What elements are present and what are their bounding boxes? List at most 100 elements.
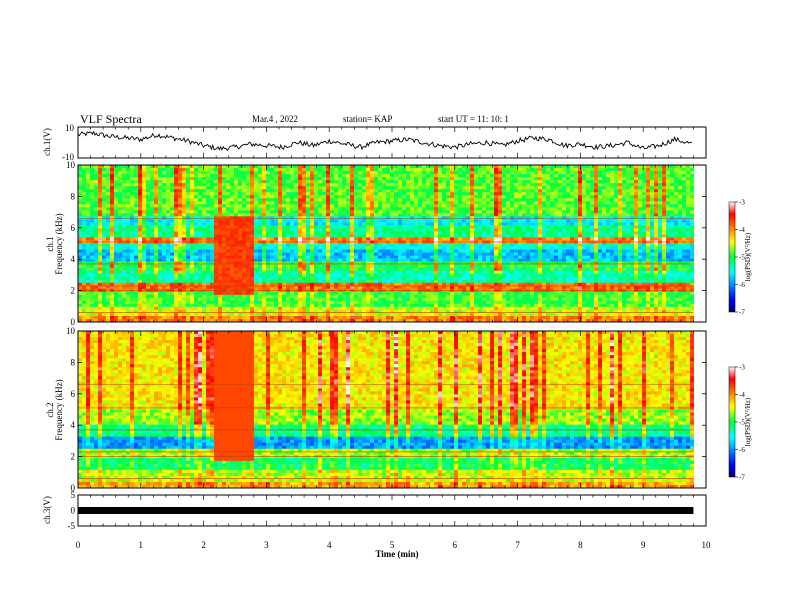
spectrogram-cell	[158, 189, 162, 192]
spectrogram-cell	[498, 177, 502, 180]
spectrogram-cell	[606, 174, 610, 177]
spectrogram-cell	[458, 192, 462, 195]
spectrogram-cell	[350, 165, 354, 168]
spectrogram-cell	[166, 171, 170, 174]
spectrogram-cell	[690, 177, 694, 180]
spectrogram-cell	[98, 171, 102, 174]
spectrogram-cell	[522, 168, 526, 171]
spectrogram-cell	[338, 186, 342, 189]
spectrogram-cell	[290, 171, 294, 174]
spectrogram-cell	[570, 168, 574, 171]
spectrogram-cell	[146, 168, 150, 171]
spectrogram-cell	[282, 186, 286, 189]
spectrogram-cell	[378, 189, 382, 192]
spectrogram-cell	[170, 177, 174, 180]
spectrogram-cell	[626, 171, 630, 174]
spectrogram-cell	[594, 171, 598, 174]
spectrogram-cell	[190, 192, 194, 195]
spectrogram-cell	[682, 171, 686, 174]
spectrogram-cell	[686, 177, 690, 180]
spectrogram-cell	[526, 174, 530, 177]
spectrogram-cell	[170, 168, 174, 171]
spectrogram-cell	[218, 189, 222, 192]
spectrogram-cell	[286, 165, 290, 168]
spectrogram-cell	[594, 189, 598, 192]
spectrogram-cell	[222, 174, 226, 177]
spectrogram-cell	[574, 180, 578, 183]
spectrogram-cell	[350, 180, 354, 183]
spectrogram-cell	[246, 180, 250, 183]
spectrogram-cell	[678, 168, 682, 171]
spectrogram-cell	[450, 171, 454, 174]
spectrogram-cell	[430, 165, 434, 168]
spectrogram-cell	[434, 192, 438, 195]
spectrogram-cell	[318, 168, 322, 171]
spectrogram-cell	[486, 174, 490, 177]
spectrogram-cell	[118, 192, 122, 195]
spectrogram-cell	[254, 174, 258, 177]
spectrogram-cell	[214, 171, 218, 174]
spectrogram-cell	[322, 180, 326, 183]
spectrogram-cell	[618, 186, 622, 189]
spectrogram-cell	[254, 165, 258, 168]
spectrogram-cell	[506, 186, 510, 189]
spectrogram-cell	[478, 183, 482, 186]
spectrogram-cell	[410, 177, 414, 180]
spectrogram-cell	[198, 192, 202, 195]
spectrogram-cell	[690, 180, 694, 183]
spectrogram-cell	[694, 183, 698, 186]
spectrogram-cell	[698, 192, 702, 195]
spectrogram-cell	[570, 192, 574, 195]
spectrogram-cell	[334, 168, 338, 171]
spectrogram-cell	[94, 183, 98, 186]
spectrogram-cell	[506, 171, 510, 174]
spectrogram-cell	[230, 168, 234, 171]
spectrogram-cell	[554, 165, 558, 168]
spectrogram-cell	[246, 192, 250, 195]
spectrogram-cell	[594, 186, 598, 189]
station-label: station= KAP	[343, 114, 392, 124]
spectrogram-cell	[522, 165, 526, 168]
spectrogram-cell	[610, 177, 614, 180]
spectrogram-cell	[150, 189, 154, 192]
spectrogram-cell	[206, 183, 210, 186]
spectrogram-cell	[670, 168, 674, 171]
spectrogram-cell	[550, 177, 554, 180]
spectrogram-cell	[586, 168, 590, 171]
spectrogram-cell	[258, 171, 262, 174]
spectrogram-cell	[458, 174, 462, 177]
spectrogram-cell	[470, 189, 474, 192]
spectrogram-cell	[514, 180, 518, 183]
spectrogram-cell	[334, 165, 338, 168]
spectrogram-cell	[630, 189, 634, 192]
spectrogram-cell	[338, 171, 342, 174]
spectrogram-cell	[510, 174, 514, 177]
spectrogram-cell	[450, 186, 454, 189]
spectrogram-cell	[410, 189, 414, 192]
spectrogram-cell	[138, 189, 142, 192]
spectrogram-cell	[330, 180, 334, 183]
spectrogram-cell	[482, 171, 486, 174]
spectrogram-cell	[498, 186, 502, 189]
spectrogram-cell	[218, 186, 222, 189]
spectrogram-cell	[410, 165, 414, 168]
spectrogram-cell	[322, 186, 326, 189]
spectrogram-cell	[406, 186, 410, 189]
spectrogram-cell	[126, 186, 130, 189]
spectrogram-cell	[602, 183, 606, 186]
spectrogram-cell	[374, 186, 378, 189]
spectrogram-cell	[646, 186, 650, 189]
spectrogram-cell	[158, 168, 162, 171]
spectrogram-cell	[314, 174, 318, 177]
spectrogram-cell	[114, 189, 118, 192]
spectrogram-cell	[678, 171, 682, 174]
spectrogram-cell	[166, 186, 170, 189]
spectrogram-cell	[638, 189, 642, 192]
spectrogram-cell	[162, 168, 166, 171]
spectrogram-cell	[214, 189, 218, 192]
spectrogram-cell	[154, 192, 158, 195]
spectrogram-cell	[430, 177, 434, 180]
spectrogram-cell	[502, 165, 506, 168]
spectrogram-cell	[170, 189, 174, 192]
spectrogram-cell	[306, 177, 310, 180]
